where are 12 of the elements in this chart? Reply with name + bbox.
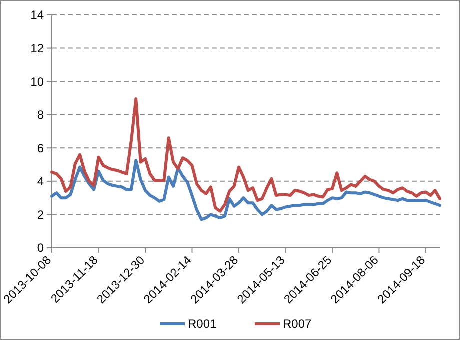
- y-tick-label: 4: [37, 174, 44, 189]
- legend-label: R007: [283, 317, 312, 332]
- y-tick-label: 10: [30, 74, 44, 89]
- y-tick-label: 6: [37, 141, 44, 156]
- y-tick-label: 2: [37, 208, 44, 222]
- y-tick-label: 0: [37, 241, 44, 256]
- line-series: [50, 98, 442, 213]
- y-tick-label: 8: [37, 108, 44, 122]
- line-series: [50, 159, 442, 222]
- y-tick-label: 14: [30, 8, 44, 22]
- legend-label: R001: [188, 317, 218, 332]
- y-tick-label: 12: [30, 41, 44, 56]
